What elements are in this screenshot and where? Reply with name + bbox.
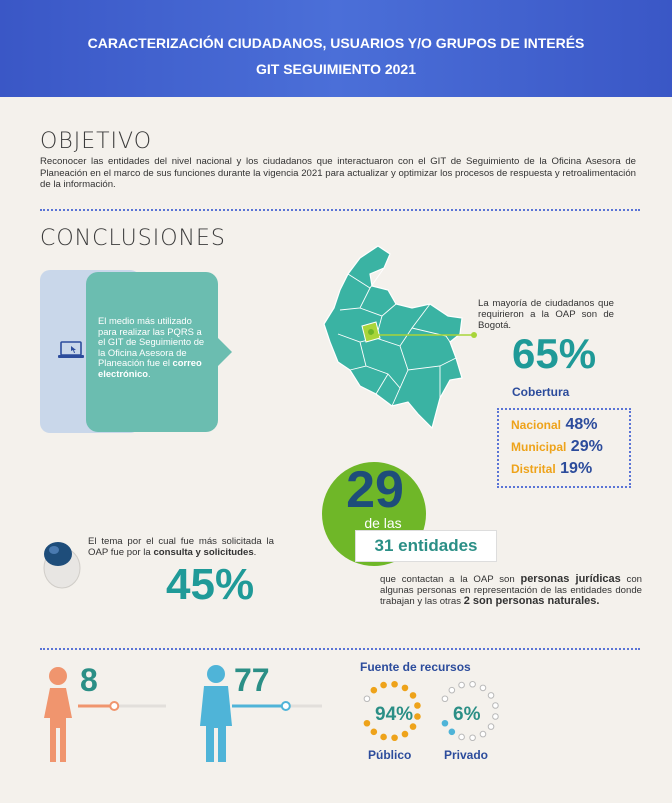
entities-total: 31 entidades (355, 530, 497, 562)
ring-dot (414, 713, 421, 720)
ring-dot (458, 733, 465, 741)
ring-dot (391, 734, 398, 742)
female-bar (78, 701, 166, 711)
ring-dot (401, 730, 409, 738)
ring-dot (448, 728, 456, 736)
ring-dot (363, 695, 371, 703)
objetivo-text: Reconocer las entidades del nivel nacion… (40, 156, 636, 191)
entities-text: que contactan a la OAP son personas jurí… (380, 573, 642, 608)
ring-dot (401, 684, 409, 692)
male-count: 77 (234, 662, 270, 698)
publico-ring (363, 680, 421, 742)
map-note: La mayoría de ciudadanos que requirieron… (478, 298, 614, 331)
laptop-icon (58, 341, 84, 358)
privado-value: 6% (453, 704, 481, 725)
ring-dot (479, 684, 487, 692)
male-bar (232, 701, 322, 711)
female-count: 8 (80, 662, 98, 698)
header-subtitle: GIT SEGUIMIENTO 2021 (255, 61, 416, 77)
map-pointer (372, 332, 477, 338)
ring-dot (487, 723, 495, 730)
coverage-breakdown: Nacional 48% Municipal 29% Distrital 19% (497, 408, 631, 488)
divider (40, 209, 640, 211)
ring-dot (441, 719, 449, 727)
ring-dot (492, 713, 499, 720)
ring-dot (448, 686, 456, 694)
ring-dot (487, 692, 495, 699)
ring-dot (391, 680, 398, 688)
panel-bold: correo electrónico (98, 357, 202, 379)
entities-number: 29 (346, 461, 404, 519)
publico-value: 94% (375, 704, 414, 725)
privado-ring (441, 680, 499, 742)
ring-dot (469, 680, 476, 688)
coverage-row-nacional: Nacional 48% (511, 416, 598, 433)
conclusiones-title: CONCLUSIONES (40, 226, 226, 251)
topic-text: El tema por el cual fue más solicitada l… (88, 536, 274, 559)
ring-dot (414, 702, 421, 709)
header-title: CARACTERIZACIÓN CIUDADANOS, USUARIOS Y/O… (87, 35, 585, 51)
female-figure-icon (44, 667, 72, 762)
mouse-icon (43, 542, 81, 589)
ring-dot (409, 723, 417, 730)
ring-dot (370, 728, 378, 736)
ring-dot (469, 734, 476, 742)
coverage-row-distrital: Distrital 19% (511, 460, 593, 477)
ring-dot (479, 730, 487, 738)
coverage-value: 65% (512, 330, 597, 377)
medium-panel: El medio más utilizado para realizar las… (86, 272, 218, 432)
ring-dot (380, 681, 387, 689)
coverage-label: Cobertura (512, 385, 570, 399)
ring-dot (409, 692, 417, 699)
ring-dot (441, 695, 449, 703)
panel-text: El medio más utilizado para realizar las… (98, 315, 205, 379)
ring-dot (492, 702, 499, 709)
header-banner: CARACTERIZACIÓN CIUDADANOS, USUARIOS Y/O… (0, 0, 672, 97)
objetivo-title: OBJETIVO (40, 129, 153, 154)
entities-of: de las (364, 515, 402, 531)
ring-dot (363, 719, 371, 727)
topic-value: 45% (166, 560, 255, 609)
ring-dot (370, 686, 378, 694)
panel-arrow (218, 338, 232, 366)
ring-dot (380, 733, 387, 741)
publico-label: Público (368, 748, 412, 762)
coverage-row-municipal: Municipal 29% (511, 438, 603, 455)
divider (40, 648, 640, 650)
recursos-title: Fuente de recursos (360, 660, 471, 674)
privado-label: Privado (444, 748, 489, 762)
male-figure-icon (200, 665, 232, 762)
colombia-map (323, 245, 463, 430)
ring-dot (458, 681, 465, 689)
